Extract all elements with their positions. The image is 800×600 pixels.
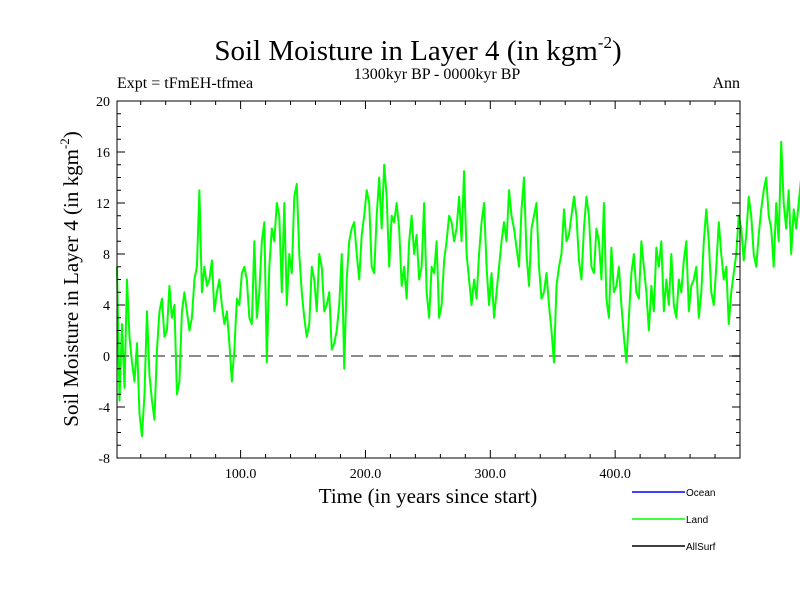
chart-title: Soil Moisture in Layer 4 (in kgm-2) bbox=[214, 33, 621, 67]
x-axis-label: Time (in years since start) bbox=[319, 484, 538, 508]
y-tick-label: 20 bbox=[96, 95, 110, 110]
y-tick-label: 12 bbox=[96, 197, 110, 212]
x-tick-label: 300.0 bbox=[475, 467, 507, 482]
subtitle-center: 1300kyr BP - 0000kyr BP bbox=[354, 66, 521, 83]
y-tick-label: -4 bbox=[98, 401, 110, 416]
series-line-land bbox=[116, 140, 800, 438]
legend-label-land: Land bbox=[686, 515, 708, 526]
y-axis-label-main: Soil Moisture in Layer 4 (in kgm bbox=[59, 149, 83, 427]
subtitle-left: Expt = tFmEH-tfmea bbox=[117, 75, 253, 92]
x-tick-label: 400.0 bbox=[599, 467, 631, 482]
y-axis-label-superscript: -2 bbox=[57, 138, 72, 149]
plot-frame bbox=[116, 100, 741, 459]
chart-title-main: Soil Moisture in Layer 4 (in kgm bbox=[214, 35, 598, 67]
y-tick-label: 0 bbox=[103, 350, 110, 365]
chart-title-superscript: -2 bbox=[598, 33, 612, 52]
y-tick-label: -8 bbox=[98, 452, 110, 467]
tick-labels-group: -8 -4 0 4 8 12 16 20 100.0 200.0 300.0 400.0 bbox=[96, 95, 631, 482]
y-tick-label: 8 bbox=[103, 248, 110, 263]
legend-label-allsurf: AllSurf bbox=[686, 542, 716, 553]
x-tick-label: 200.0 bbox=[350, 467, 382, 482]
x-tick-label: 100.0 bbox=[225, 467, 257, 482]
chart-title-close: ) bbox=[612, 35, 622, 67]
legend-label-ocean: Ocean bbox=[686, 488, 715, 499]
y-tick-label: 16 bbox=[96, 146, 110, 161]
subtitle-right: Ann bbox=[712, 75, 740, 92]
y-axis-label-close: ) bbox=[59, 131, 83, 138]
y-axis-label: Soil Moisture in Layer 4 (in kgm-2) bbox=[57, 131, 83, 426]
ticks-group bbox=[117, 100, 740, 459]
y-tick-label: 4 bbox=[103, 299, 110, 314]
legend: Ocean Land AllSurf bbox=[632, 488, 716, 553]
series-group bbox=[116, 140, 800, 438]
